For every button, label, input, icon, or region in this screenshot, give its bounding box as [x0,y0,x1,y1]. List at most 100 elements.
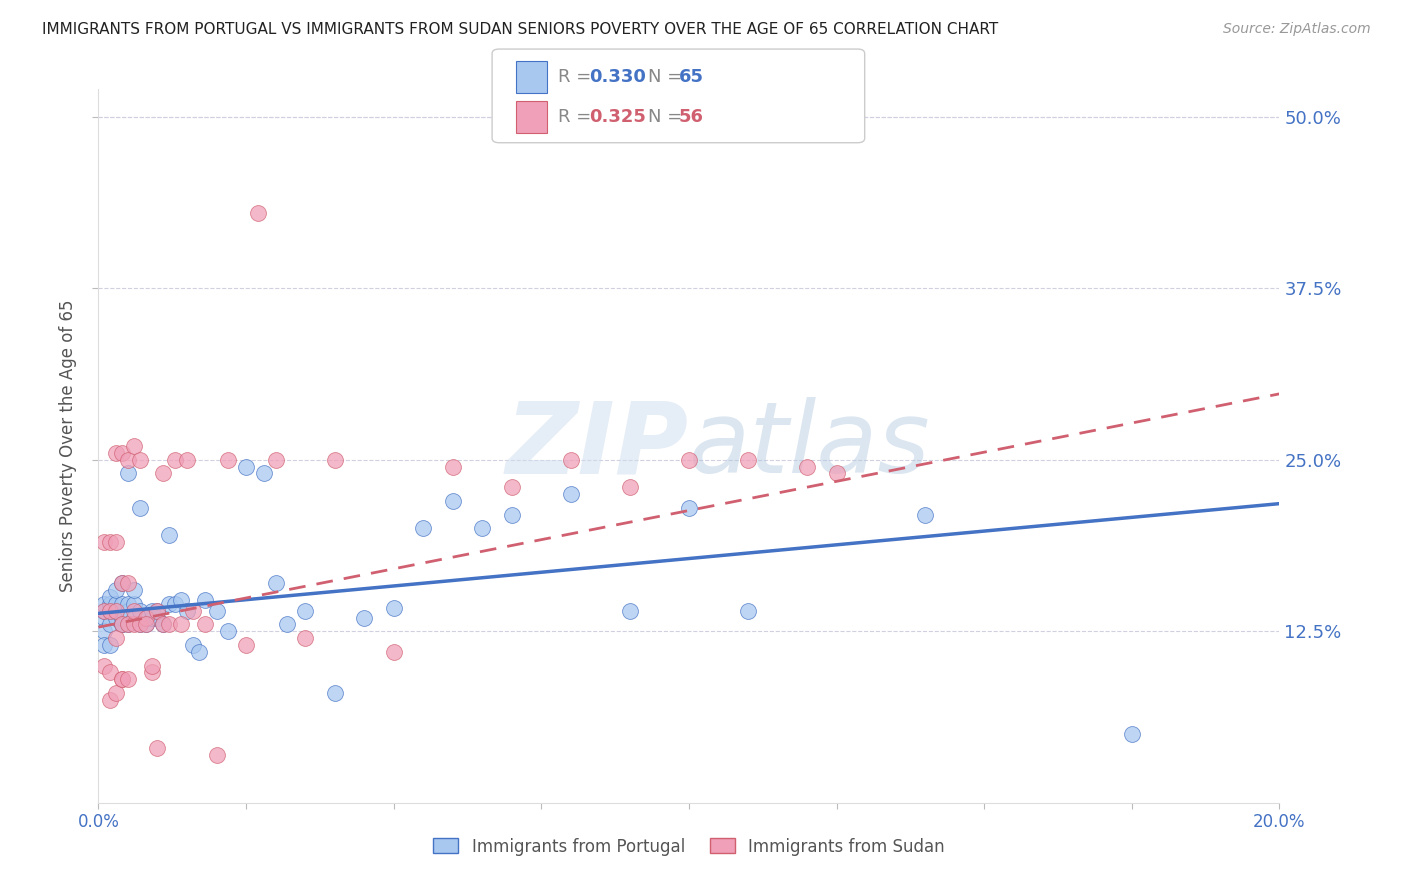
Point [111,617,134,632]
Point [678,500,700,515]
Point [246,205,269,219]
Point [135,610,157,624]
Legend: Immigrants from Portugal, Immigrants from Sudan: Immigrants from Portugal, Immigrants fro… [426,831,952,863]
Point [619,480,641,494]
Point [111,673,134,687]
Point [105,610,128,624]
Text: N =: N = [648,108,682,126]
Point [181,604,204,618]
Point [170,617,193,632]
Text: 56: 56 [679,108,704,126]
Point [93,604,115,618]
Point [187,645,209,659]
Text: N =: N = [648,69,682,87]
Point [471,521,494,535]
Text: R =: R = [558,69,592,87]
Point [146,604,169,618]
Point [111,446,134,460]
Point [105,583,128,598]
Point [105,446,128,460]
Point [264,576,287,591]
Point [105,631,128,645]
Point [501,480,523,494]
Point [253,467,276,481]
Text: 65: 65 [679,69,704,87]
Point [737,452,759,467]
Point [165,452,187,467]
Point [117,467,139,481]
Point [176,604,198,618]
Point [111,617,134,632]
Point [141,658,163,673]
Point [294,604,316,618]
Point [98,617,121,632]
Point [146,604,169,618]
Point [135,617,157,632]
Point [176,452,198,467]
Point [441,494,464,508]
Point [105,597,128,611]
Point [796,459,818,474]
Point [105,686,128,700]
Point [323,452,346,467]
Point [141,604,163,618]
Point [105,604,128,618]
Point [264,452,287,467]
Point [152,617,174,632]
Text: atlas: atlas [689,398,931,494]
Text: 0.330: 0.330 [589,69,645,87]
Text: 0.325: 0.325 [589,108,645,126]
Point [235,638,257,652]
Point [152,467,174,481]
Point [105,535,128,549]
Point [98,665,121,680]
Point [678,452,700,467]
Point [111,673,134,687]
Point [412,521,434,535]
Text: IMMIGRANTS FROM PORTUGAL VS IMMIGRANTS FROM SUDAN SENIORS POVERTY OVER THE AGE O: IMMIGRANTS FROM PORTUGAL VS IMMIGRANTS F… [42,22,998,37]
Point [105,604,128,618]
Point [93,604,115,618]
Point [135,617,157,632]
Point [235,459,257,474]
Point [122,583,145,598]
Point [560,452,582,467]
Point [353,610,375,624]
Point [122,597,145,611]
Point [141,665,163,680]
Point [128,604,150,618]
Point [181,638,204,652]
Point [737,604,759,618]
Point [194,617,217,632]
Point [117,604,139,618]
Point [117,597,139,611]
Point [165,597,187,611]
Point [914,508,936,522]
Y-axis label: Seniors Poverty Over the Age of 65: Seniors Poverty Over the Age of 65 [59,300,77,592]
Point [111,597,134,611]
Point [98,638,121,652]
Point [93,658,115,673]
Point [157,597,180,611]
Point [382,601,405,615]
Point [619,604,641,618]
Point [117,452,139,467]
Point [217,624,239,639]
Point [441,459,464,474]
Point [111,576,134,591]
Point [93,624,115,639]
Point [122,439,145,453]
Point [117,673,139,687]
Point [98,604,121,618]
Point [205,747,228,762]
Point [128,452,150,467]
Point [117,617,139,632]
Point [111,610,134,624]
Point [501,508,523,522]
Point [146,610,169,624]
Point [93,610,115,624]
Point [157,617,180,632]
Point [294,631,316,645]
Point [98,604,121,618]
Point [194,592,217,607]
